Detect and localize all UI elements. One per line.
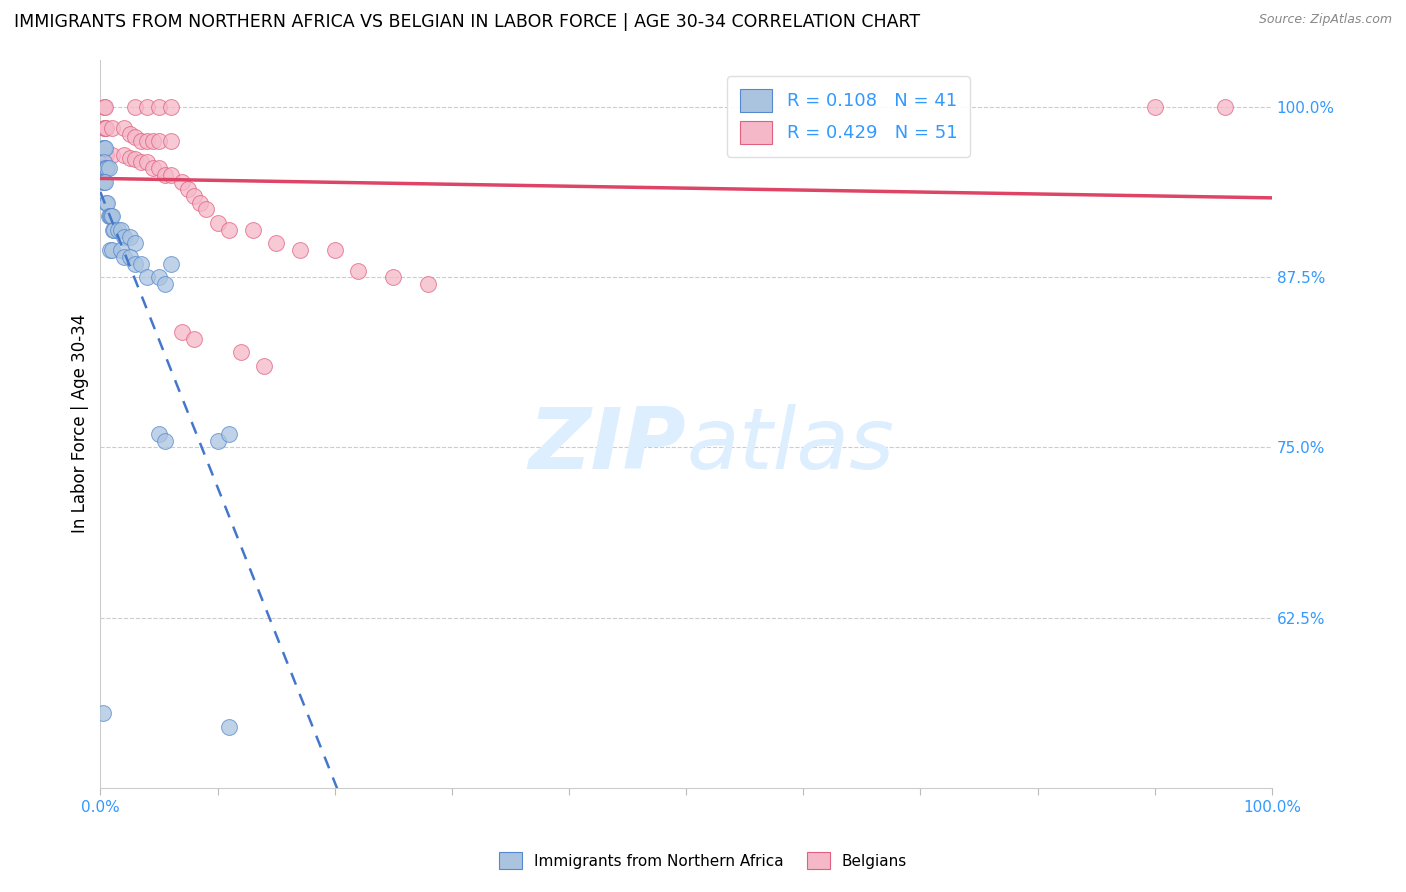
Point [124, 130, 146, 145]
Point [148, 100, 170, 114]
Point [242, 223, 264, 237]
Point [98, 243, 121, 257]
Point [142, 161, 165, 176]
Point [159, 169, 181, 183]
Point [96, 195, 118, 210]
Point [96, 120, 118, 135]
Point [112, 229, 135, 244]
Point [229, 345, 252, 359]
Point [153, 277, 176, 292]
Legend: Immigrants from Northern Africa, Belgians: Immigrants from Northern Africa, Belgian… [494, 846, 912, 875]
Point [131, 134, 153, 148]
Y-axis label: In Labor Force | Age 30-34: In Labor Force | Age 30-34 [72, 314, 89, 533]
Point [1213, 100, 1236, 114]
Point [94, 141, 117, 155]
Point [136, 134, 159, 148]
Point [172, 175, 194, 189]
Point [110, 223, 132, 237]
Point [207, 216, 229, 230]
Point [288, 243, 311, 257]
Point [94, 175, 117, 189]
Point [94, 148, 117, 162]
Point [94, 120, 117, 135]
Point [103, 223, 125, 237]
Point [177, 182, 200, 196]
Point [347, 263, 370, 277]
Point [131, 154, 153, 169]
Point [97, 161, 120, 176]
Point [96, 161, 118, 176]
Point [101, 243, 124, 257]
Point [142, 134, 165, 148]
Point [100, 209, 122, 223]
Point [91, 175, 114, 189]
Point [124, 152, 146, 166]
Point [148, 270, 170, 285]
Text: IMMIGRANTS FROM NORTHERN AFRICA VS BELGIAN IN LABOR FORCE | AGE 30-34 CORRELATIO: IMMIGRANTS FROM NORTHERN AFRICA VS BELGI… [14, 13, 920, 31]
Point [103, 223, 125, 237]
Point [93, 120, 115, 135]
Point [159, 100, 181, 114]
Point [124, 236, 146, 251]
Point [148, 426, 170, 441]
Point [148, 161, 170, 176]
Point [94, 161, 117, 176]
Point [93, 154, 115, 169]
Point [107, 223, 129, 237]
Point [153, 434, 176, 448]
Point [124, 257, 146, 271]
Point [172, 325, 194, 339]
Point [183, 188, 205, 202]
Text: ZIP: ZIP [529, 404, 686, 487]
Point [118, 151, 141, 165]
Point [418, 277, 440, 292]
Point [101, 209, 124, 223]
Point [101, 148, 124, 162]
Point [264, 236, 287, 251]
Point [97, 209, 120, 223]
Point [218, 223, 240, 237]
Point [136, 100, 159, 114]
Point [183, 332, 205, 346]
Point [112, 148, 135, 162]
Point [153, 169, 176, 183]
Point [218, 719, 240, 733]
Point [96, 195, 118, 210]
Text: atlas: atlas [686, 404, 894, 487]
Legend: R = 0.108   N = 41, R = 0.429   N = 51: R = 0.108 N = 41, R = 0.429 N = 51 [727, 76, 970, 157]
Point [218, 426, 240, 441]
Point [112, 120, 135, 135]
Point [148, 134, 170, 148]
Point [159, 257, 181, 271]
Point [93, 148, 115, 162]
Point [101, 120, 124, 135]
Point [91, 706, 114, 720]
Point [91, 141, 114, 155]
Text: Source: ZipAtlas.com: Source: ZipAtlas.com [1258, 13, 1392, 27]
Point [93, 141, 115, 155]
Point [112, 250, 135, 264]
Point [136, 154, 159, 169]
Point [118, 128, 141, 142]
Point [323, 243, 346, 257]
Point [382, 270, 405, 285]
Point [131, 257, 153, 271]
Point [124, 100, 146, 114]
Point [98, 209, 121, 223]
Point [93, 100, 115, 114]
Point [93, 175, 115, 189]
Point [118, 229, 141, 244]
Point [207, 434, 229, 448]
Point [94, 100, 117, 114]
Point [1143, 100, 1166, 114]
Point [96, 161, 118, 176]
Point [188, 195, 211, 210]
Point [194, 202, 217, 217]
Point [96, 148, 118, 162]
Point [253, 359, 276, 373]
Point [110, 243, 132, 257]
Point [136, 270, 159, 285]
Point [118, 250, 141, 264]
Point [159, 134, 181, 148]
